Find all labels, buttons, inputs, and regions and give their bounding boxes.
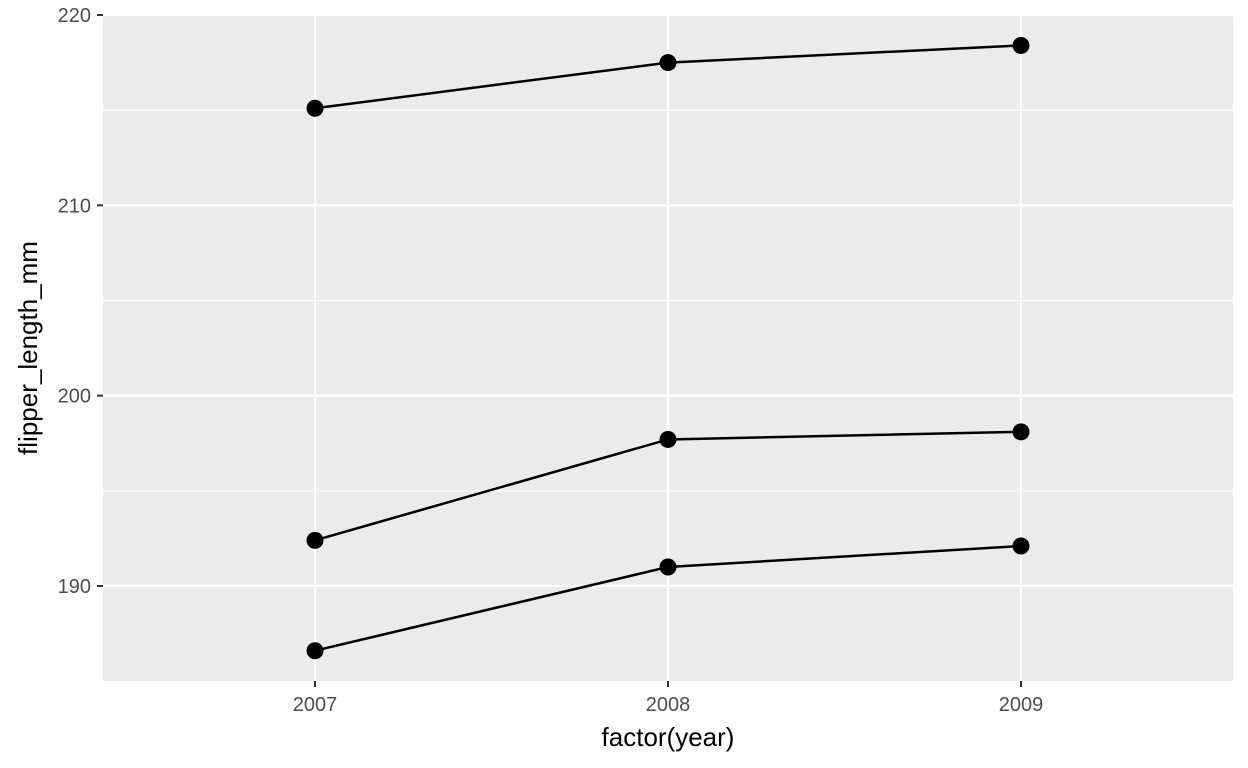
data-point bbox=[659, 558, 677, 576]
x-tick-label: 2008 bbox=[646, 694, 691, 716]
data-point bbox=[659, 430, 677, 448]
x-tick-label: 2007 bbox=[293, 694, 338, 716]
data-point bbox=[1012, 36, 1030, 54]
data-point bbox=[306, 642, 324, 660]
x-tick-label: 2009 bbox=[999, 694, 1044, 716]
y-tick-label: 190 bbox=[58, 576, 91, 598]
series-group bbox=[306, 423, 1030, 549]
data-point bbox=[1012, 423, 1030, 441]
y-tick-label: 210 bbox=[58, 195, 91, 217]
major-gridlines bbox=[103, 13, 1233, 681]
series-group bbox=[306, 537, 1030, 660]
x-axis: 2007 2008 2009 bbox=[293, 681, 1044, 716]
series-group bbox=[306, 36, 1030, 117]
data-point bbox=[659, 54, 677, 72]
y-axis-title: flipper_length_mm bbox=[13, 241, 43, 455]
y-tick-label: 200 bbox=[58, 386, 91, 408]
data-point bbox=[306, 99, 324, 117]
y-tick-label: 220 bbox=[58, 5, 91, 27]
x-axis-title: factor(year) bbox=[602, 722, 735, 752]
series-layer bbox=[306, 36, 1030, 660]
data-point bbox=[1012, 537, 1030, 555]
data-point bbox=[306, 531, 324, 549]
y-axis: 190 200 210 220 bbox=[58, 5, 103, 598]
